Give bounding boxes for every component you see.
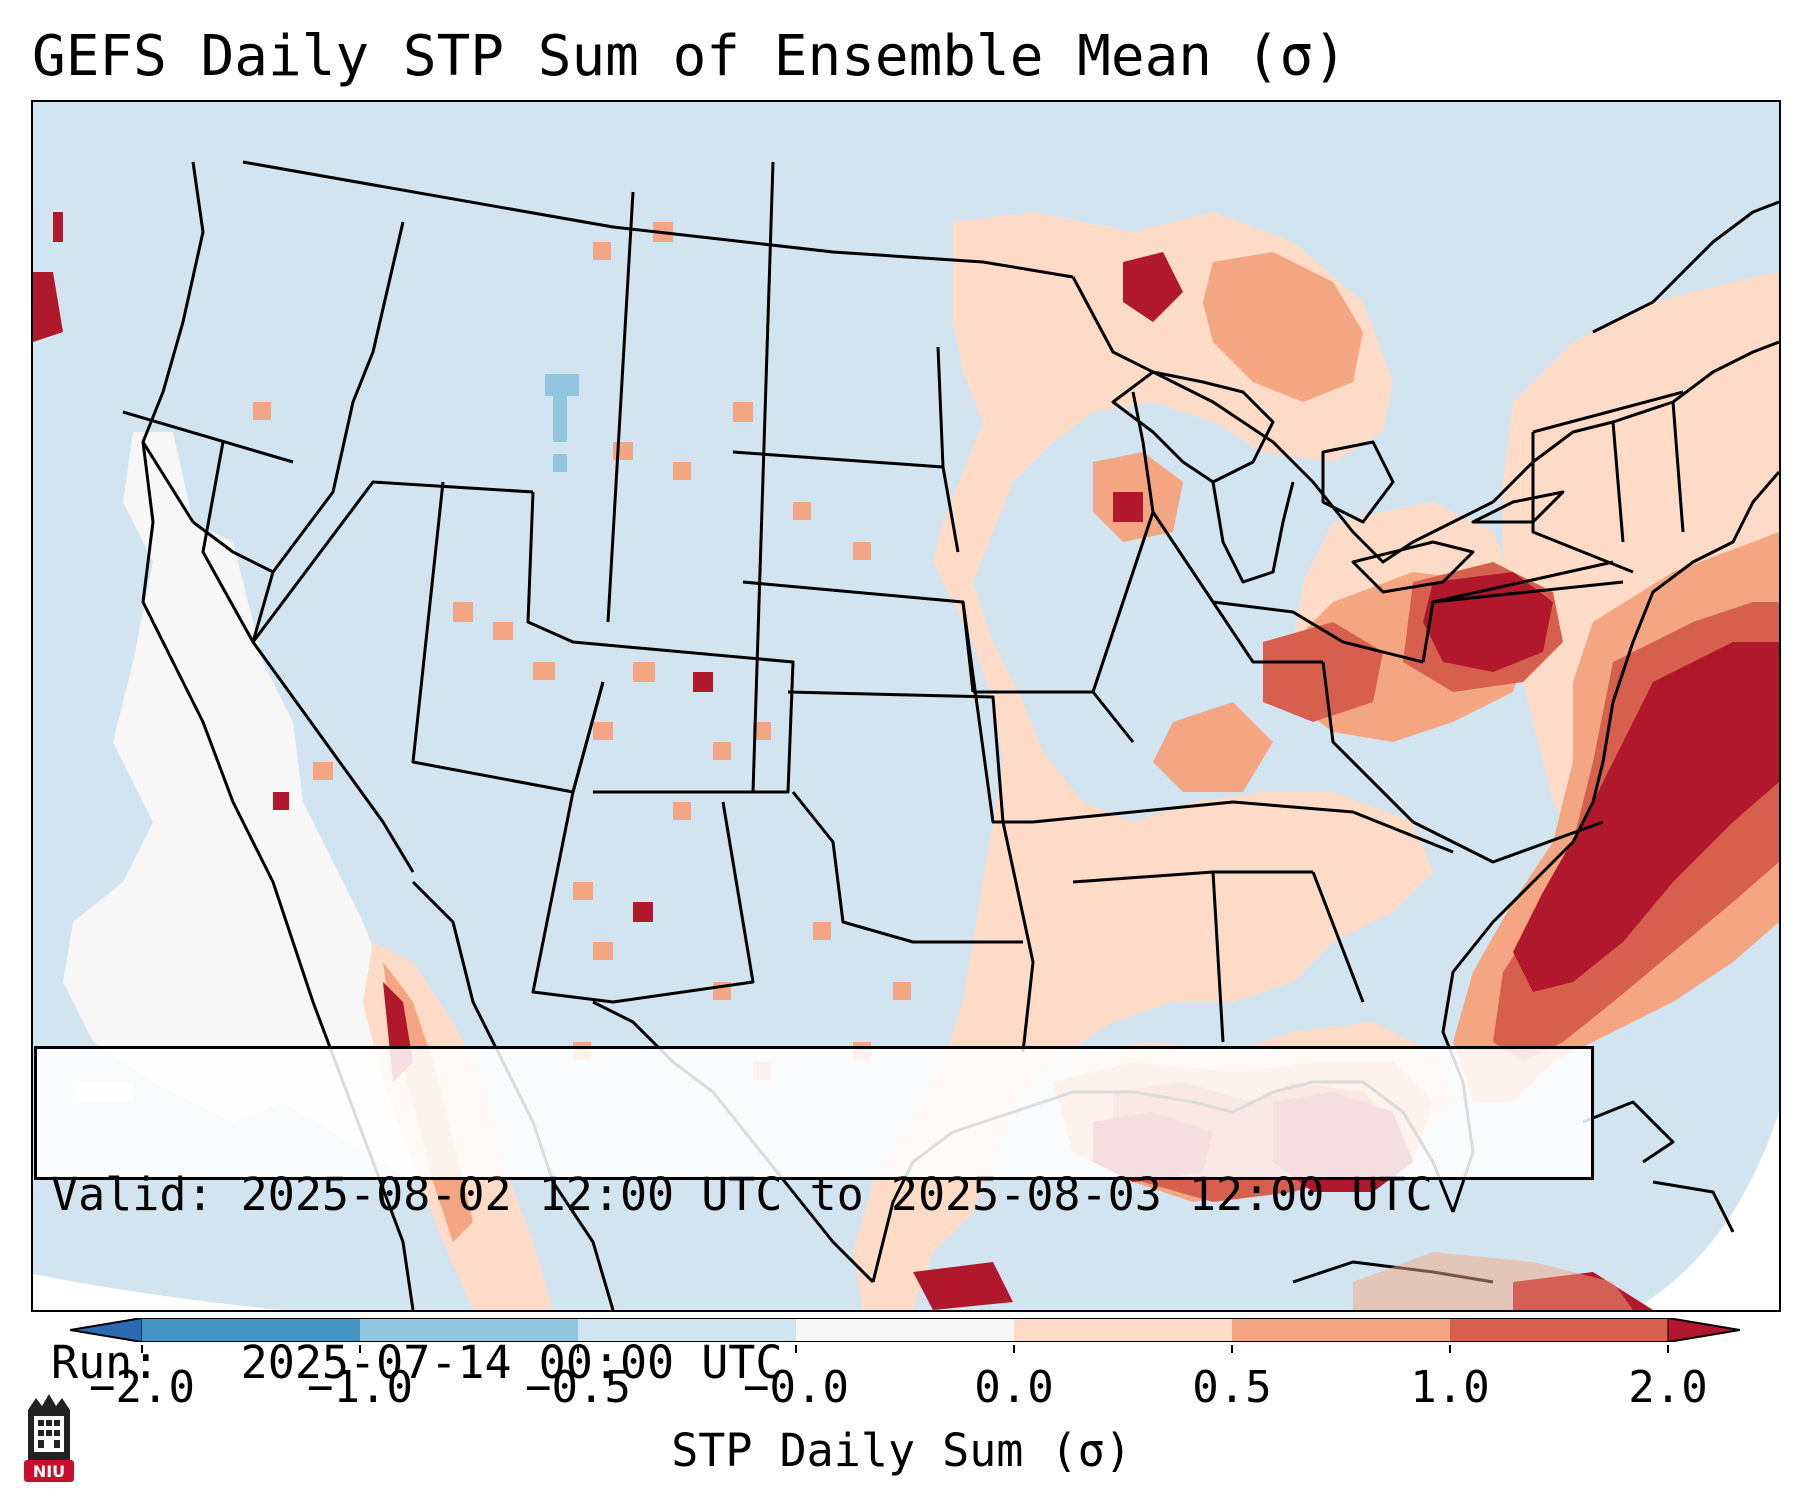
colorbar-extend-low — [70, 1318, 143, 1342]
colorbar-ticks: −2.0 −1.0 −0.5 −0.0 0.0 0.5 1.0 2.0 — [0, 1345, 1803, 1425]
colorbar-tick-label: −0.5 — [525, 1362, 631, 1413]
colorbar-bin — [578, 1318, 797, 1342]
logo-text: NIU — [33, 1462, 65, 1481]
stp-negative-patch — [545, 374, 579, 472]
colorbar-tick-label: −1.0 — [307, 1362, 413, 1413]
colorbar-tick-mark — [795, 1345, 797, 1353]
colorbar-tick-mark — [359, 1345, 361, 1353]
colorbar-tick-label: 0.5 — [1192, 1362, 1272, 1413]
valid-run-info-box: Valid: 2025-08-02 12:00 UTC to 2025-08-0… — [34, 1046, 1594, 1389]
run-time-line: Run: 2025-07-14 00:00 UTC — [51, 1336, 783, 1389]
colorbar-bin — [360, 1318, 579, 1342]
colorbar-tick-mark — [1449, 1345, 1451, 1353]
colorbar-tick-mark — [1013, 1345, 1015, 1353]
colorbar-label: STP Daily Sum (σ) — [671, 1424, 1132, 1477]
colorbar-tick-mark — [141, 1345, 143, 1353]
colorbar-tick-label: 2.0 — [1628, 1362, 1708, 1413]
colorbar-tick-mark — [577, 1345, 579, 1353]
colorbar-bin — [1014, 1318, 1233, 1342]
colorbar-tick-label: 1.0 — [1410, 1362, 1490, 1413]
outside-projection-area-right — [1633, 1112, 1779, 1310]
colorbar-bin — [796, 1318, 1015, 1342]
colorbar — [70, 1318, 1740, 1342]
outside-projection-area — [33, 1274, 933, 1310]
colorbar-extend-high — [1667, 1318, 1740, 1342]
colorbar-bin — [1232, 1318, 1451, 1342]
niu-logo: NIU — [24, 1394, 74, 1482]
colorbar-bin — [142, 1318, 361, 1342]
colorbar-tick-label: 0.0 — [974, 1362, 1054, 1413]
chart-title: GEFS Daily STP Sum of Ensemble Mean (σ) — [32, 24, 1347, 89]
valid-time-line: Valid: 2025-08-02 12:00 UTC to 2025-08-0… — [51, 1168, 1433, 1221]
colorbar-tick-mark — [1667, 1345, 1669, 1353]
state-borders — [122, 160, 1685, 1053]
colorbar-tick-label: −0.0 — [743, 1362, 849, 1413]
colorbar-tick-mark — [1231, 1345, 1233, 1353]
caribbean-land — [1353, 1252, 1633, 1310]
colorbar-bin — [1450, 1318, 1669, 1342]
colorbar-tick-label: −2.0 — [89, 1362, 195, 1413]
